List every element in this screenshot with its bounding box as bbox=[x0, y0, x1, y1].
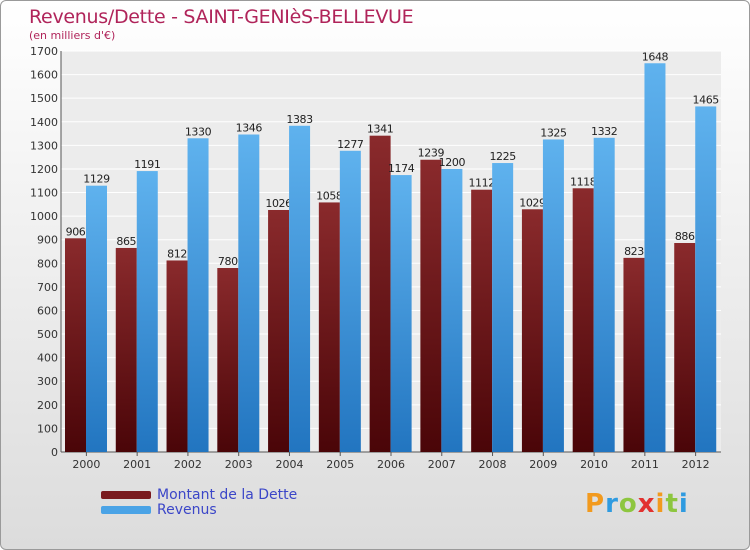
bar-revenus bbox=[593, 137, 615, 453]
data-label-revenus: 1330 bbox=[185, 125, 212, 138]
x-tick-label: 2004 bbox=[275, 458, 303, 471]
bar-revenus bbox=[238, 134, 260, 452]
y-tick-label: 1600 bbox=[30, 69, 58, 82]
y-tick-label: 400 bbox=[37, 352, 58, 365]
x-tick-label: 2005 bbox=[326, 458, 354, 471]
chart-title: Revenus/Dette - SAINT-GENIèS-BELLEVUE bbox=[29, 6, 414, 28]
bar-dette bbox=[65, 238, 86, 452]
bar-dette bbox=[166, 260, 188, 452]
legend-label-dette: Montant de la Dette bbox=[157, 486, 298, 503]
x-tick-label: 2011 bbox=[631, 458, 659, 471]
bar-dette bbox=[420, 159, 442, 452]
y-tick-label: 0 bbox=[51, 446, 58, 459]
y-tick-label: 100 bbox=[37, 422, 58, 435]
data-label-dette: 1341 bbox=[367, 123, 393, 136]
data-label-dette: 906 bbox=[66, 225, 86, 238]
bar-dette bbox=[521, 209, 543, 452]
x-tick-label: 2006 bbox=[377, 458, 405, 471]
y-tick-label: 200 bbox=[37, 399, 58, 412]
x-tick-label: 2008 bbox=[479, 458, 507, 471]
bar-revenus bbox=[86, 185, 107, 452]
data-label-revenus: 1191 bbox=[134, 158, 160, 171]
data-label-revenus: 1383 bbox=[286, 113, 313, 126]
y-tick-label: 900 bbox=[37, 234, 58, 247]
x-tick-label: 2003 bbox=[225, 458, 253, 471]
bar-revenus bbox=[441, 168, 463, 453]
bar-dette bbox=[572, 188, 594, 453]
bar-dette bbox=[674, 243, 696, 452]
legend-item-dette: Montant de la Dette bbox=[101, 486, 298, 503]
legend-label-revenus: Revenus bbox=[157, 501, 217, 518]
legend-swatch-revenus bbox=[101, 505, 151, 514]
bar-revenus bbox=[492, 163, 514, 452]
x-tick-label: 2012 bbox=[682, 458, 710, 471]
data-label-revenus: 1648 bbox=[642, 50, 669, 63]
bar-dette bbox=[318, 202, 340, 452]
legend-item-revenus: Revenus bbox=[101, 501, 297, 518]
chart-subtitle: (en milliers d'€) bbox=[29, 29, 116, 42]
y-tick-label: 500 bbox=[37, 328, 58, 341]
bar-dette bbox=[115, 247, 137, 452]
data-label-dette: 1029 bbox=[519, 196, 546, 209]
y-tick-label: 700 bbox=[37, 281, 58, 294]
bar-revenus bbox=[289, 125, 311, 452]
y-tick-label: 600 bbox=[37, 304, 58, 317]
data-label-dette: 1058 bbox=[316, 189, 343, 202]
data-label-dette: 1112 bbox=[468, 177, 494, 190]
x-tick-label: 2002 bbox=[174, 458, 202, 471]
data-label-dette: 886 bbox=[675, 230, 695, 243]
data-label-revenus: 1325 bbox=[540, 126, 567, 139]
bar-revenus bbox=[542, 139, 564, 453]
bar-revenus bbox=[187, 138, 209, 452]
legend: Montant de la Dette Revenus bbox=[101, 486, 298, 518]
bar-dette bbox=[471, 189, 493, 452]
data-label-dette: 780 bbox=[218, 255, 238, 268]
y-tick-label: 300 bbox=[37, 375, 58, 388]
bar-revenus bbox=[644, 63, 666, 453]
data-label-revenus: 1346 bbox=[236, 122, 263, 135]
bar-revenus bbox=[339, 150, 361, 452]
data-label-dette: 865 bbox=[116, 235, 136, 248]
data-label-revenus: 1332 bbox=[591, 125, 617, 138]
proxiti-logo: Proxiti bbox=[585, 489, 689, 519]
data-label-dette: 823 bbox=[624, 245, 644, 258]
data-label-revenus: 1200 bbox=[439, 156, 466, 169]
data-label-dette: 812 bbox=[167, 247, 187, 260]
data-label-revenus: 1225 bbox=[489, 150, 516, 163]
data-label-dette: 1118 bbox=[570, 175, 597, 188]
y-tick-label: 1100 bbox=[30, 187, 58, 200]
data-label-revenus: 1277 bbox=[337, 138, 364, 151]
bar-dette bbox=[217, 268, 239, 452]
x-tick-label: 2010 bbox=[580, 458, 608, 471]
x-tick-label: 2000 bbox=[72, 458, 100, 471]
x-tick-label: 2007 bbox=[428, 458, 456, 471]
data-label-revenus: 1174 bbox=[388, 162, 415, 175]
bar-revenus bbox=[390, 175, 412, 453]
y-tick-label: 1400 bbox=[30, 116, 58, 129]
bar-dette bbox=[268, 209, 290, 452]
y-tick-label: 800 bbox=[37, 257, 58, 270]
data-label-dette: 1239 bbox=[418, 147, 445, 160]
data-label-dette: 1026 bbox=[265, 197, 292, 210]
x-tick-label: 2009 bbox=[529, 458, 557, 471]
y-tick-label: 1200 bbox=[30, 163, 58, 176]
legend-swatch-dette bbox=[101, 490, 151, 499]
bar-dette bbox=[369, 135, 391, 452]
data-label-revenus: 1129 bbox=[83, 173, 110, 186]
y-tick-label: 1700 bbox=[30, 45, 58, 58]
x-tick-label: 2001 bbox=[123, 458, 151, 471]
data-label-revenus: 1465 bbox=[693, 93, 720, 106]
bar-dette bbox=[623, 257, 645, 452]
bar-revenus bbox=[136, 171, 158, 452]
y-tick-label: 1000 bbox=[30, 210, 58, 223]
y-tick-label: 1500 bbox=[30, 92, 58, 105]
bar-revenus bbox=[695, 106, 717, 453]
y-tick-label: 1300 bbox=[30, 139, 58, 152]
